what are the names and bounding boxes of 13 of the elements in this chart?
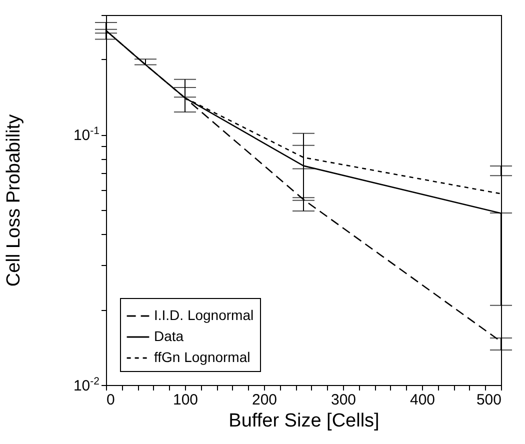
x-tick-label: 100 — [172, 392, 198, 408]
y-axis-title: Cell Loss Probability — [4, 114, 25, 287]
y-tick-label: 10$^{-2}$ — [73, 376, 100, 394]
x-tick-label: 200 — [252, 392, 278, 408]
x-tick-label: 500 — [476, 392, 502, 408]
y-tick-label: 10$^{-1}$ — [73, 125, 100, 144]
x-axis-title: Buffer Size [Cells] — [228, 410, 380, 432]
x-tick-label: 400 — [410, 392, 436, 408]
legend-label: Data — [154, 328, 184, 344]
legend-label: ffGn Lognormal — [154, 349, 250, 365]
x-tick-label: 300 — [330, 392, 356, 408]
x-tick-label: 0 — [106, 392, 115, 408]
legend-label: I.I.D. Lognormal — [154, 307, 254, 323]
